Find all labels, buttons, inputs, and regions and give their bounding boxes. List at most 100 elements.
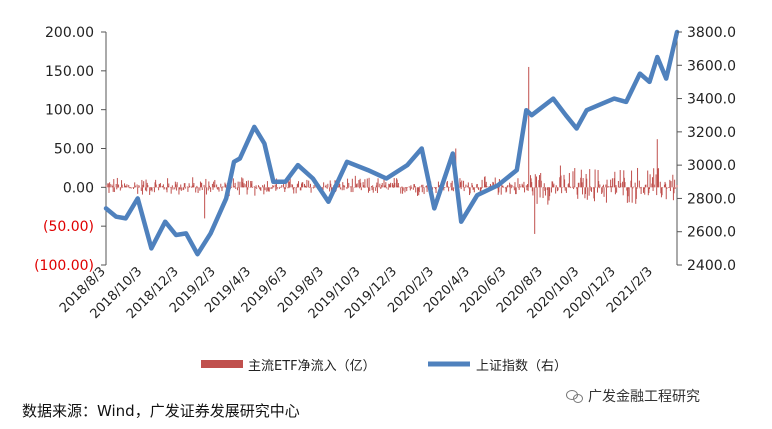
bar	[534, 174, 536, 188]
bar	[601, 187, 603, 193]
bar	[526, 187, 528, 191]
bar	[657, 168, 659, 188]
bar	[501, 185, 503, 188]
bar	[224, 182, 226, 188]
bar	[291, 184, 293, 188]
bar	[205, 178, 207, 188]
bar	[121, 180, 123, 188]
bar	[594, 169, 596, 188]
bar	[577, 187, 579, 199]
bar	[489, 183, 491, 188]
bar	[649, 174, 651, 188]
bar	[568, 183, 570, 188]
bar	[339, 187, 341, 190]
bar	[321, 187, 323, 188]
bar	[421, 184, 423, 188]
bar	[182, 187, 184, 191]
bar	[665, 183, 667, 188]
bar	[643, 187, 645, 190]
bar	[476, 183, 478, 188]
bar	[481, 179, 483, 188]
bar	[143, 181, 145, 188]
bar	[531, 187, 533, 192]
bar	[613, 178, 615, 188]
bar	[237, 187, 239, 191]
bar	[644, 184, 646, 188]
bar	[306, 179, 308, 188]
bar	[555, 185, 557, 188]
bar	[605, 187, 607, 203]
bar	[128, 187, 130, 189]
bar	[188, 183, 190, 188]
bar	[141, 187, 143, 195]
bar	[149, 187, 151, 195]
bar	[308, 187, 310, 188]
bar	[267, 187, 269, 191]
bar	[480, 187, 482, 189]
bar	[296, 184, 298, 188]
bar	[385, 187, 387, 189]
right-tick-label: 2400.0	[687, 258, 736, 274]
bar	[641, 186, 643, 188]
bar	[352, 187, 354, 193]
bar	[634, 182, 636, 188]
bar	[134, 182, 136, 188]
bar	[475, 187, 477, 188]
bar	[601, 187, 603, 194]
bar	[304, 183, 306, 188]
bar	[443, 187, 445, 188]
bar	[436, 187, 438, 188]
bar	[531, 182, 533, 188]
bar	[396, 178, 398, 188]
bar	[622, 187, 624, 196]
bar	[617, 180, 619, 188]
bar	[570, 187, 572, 189]
bar	[283, 187, 285, 189]
bar	[674, 187, 676, 189]
bar	[125, 186, 127, 188]
bar	[250, 183, 252, 188]
legend-line-label: 上证指数（右）	[476, 359, 567, 374]
bar	[344, 185, 346, 188]
bar	[162, 186, 164, 188]
bar	[434, 187, 436, 190]
bar	[163, 187, 165, 190]
bar	[201, 187, 203, 191]
right-tick-label: 2600.0	[687, 225, 736, 241]
bar	[482, 187, 484, 188]
bar	[669, 187, 671, 192]
bar	[351, 178, 353, 188]
bar	[572, 171, 574, 188]
bar	[402, 187, 404, 191]
bar	[522, 187, 524, 188]
legend: 主流ETF净流入（亿） 上证指数（右）	[201, 359, 567, 374]
bar	[433, 187, 435, 188]
bar	[137, 187, 139, 194]
bar	[670, 181, 672, 188]
bar	[524, 187, 526, 193]
bar	[500, 187, 502, 195]
bar	[170, 187, 172, 194]
bar	[580, 177, 582, 188]
bar	[109, 184, 111, 188]
bar	[268, 187, 270, 192]
bar	[559, 177, 561, 188]
bar	[434, 187, 436, 188]
bar	[130, 187, 132, 188]
bar	[205, 187, 207, 195]
bar	[653, 184, 655, 188]
bar	[260, 187, 262, 191]
bar	[129, 187, 131, 189]
bar	[239, 181, 241, 188]
bar	[450, 182, 452, 188]
bar	[373, 187, 375, 188]
bar	[443, 187, 445, 191]
bar	[614, 171, 616, 188]
right-y-axis: 3800.0 3600.0 3400.0 3200.0 3000.0 2800.0 2600…	[677, 25, 736, 274]
bar	[547, 187, 549, 188]
bar	[327, 183, 329, 188]
bar	[259, 187, 261, 191]
bar	[585, 173, 587, 188]
bar	[418, 187, 420, 193]
bar	[659, 181, 661, 188]
